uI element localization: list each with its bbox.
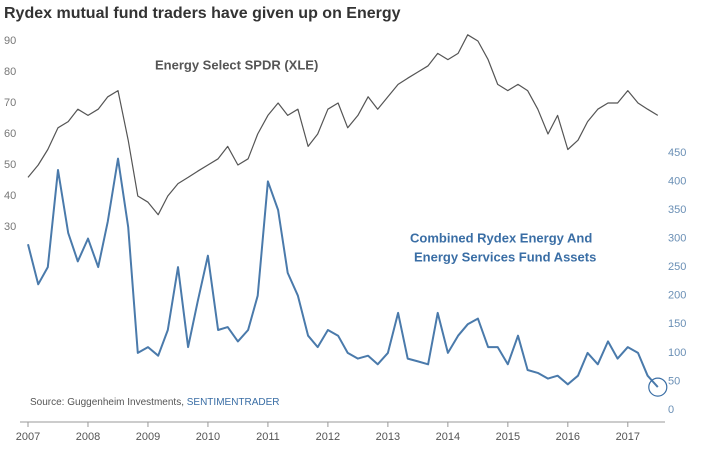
x-tick-label: 2015: [496, 431, 520, 443]
annotation: Combined Rydex Energy And: [410, 230, 592, 245]
y2-tick-label: 200: [668, 290, 686, 302]
x-tick-label: 2007: [16, 431, 40, 443]
y2-tick-label: 100: [668, 347, 686, 359]
y2-tick-label: 300: [668, 232, 686, 244]
source: Source: Guggenheim Investments, SENTIMEN…: [30, 397, 280, 408]
y-tick-label: 50: [4, 159, 16, 171]
y-tick-label: 30: [4, 221, 16, 233]
source-brand: SENTIMENTRADER: [187, 397, 280, 408]
x-tick-label: 2014: [436, 431, 460, 443]
source-text: Source: Guggenheim Investments,: [30, 397, 187, 408]
series-line: [27, 157, 659, 388]
x-tick-label: 2017: [616, 431, 640, 443]
x-tick-label: 2016: [556, 431, 580, 443]
y2-tick-label: 450: [668, 147, 686, 159]
y-tick-label: 80: [4, 66, 16, 78]
annotation: Energy Select SPDR (XLE): [155, 57, 318, 72]
x-tick-label: 2011: [256, 431, 280, 443]
y-tick-label: 40: [4, 190, 16, 202]
x-tick-label: 2009: [136, 431, 160, 443]
chart-title: Rydex mutual fund traders have given up …: [4, 5, 401, 22]
annotation: Energy Services Fund Assets: [414, 249, 596, 264]
y2-tick-label: 0: [668, 404, 674, 416]
y2-tick-label: 400: [668, 175, 686, 187]
y2-tick-label: 150: [668, 318, 686, 330]
y-tick-label: 70: [4, 97, 16, 109]
series-line: [27, 34, 659, 216]
x-tick-label: 2008: [76, 431, 100, 443]
x-tick-label: 2012: [316, 431, 340, 443]
y2-tick-label: 250: [668, 261, 686, 273]
y-tick-label: 60: [4, 128, 16, 140]
y2-tick-label: 350: [668, 204, 686, 216]
y2-tick-label: 50: [668, 375, 680, 387]
y-tick-label: 90: [4, 35, 16, 47]
x-tick-label: 2013: [376, 431, 400, 443]
x-tick-label: 2010: [196, 431, 220, 443]
highlight-circle: [648, 377, 668, 397]
